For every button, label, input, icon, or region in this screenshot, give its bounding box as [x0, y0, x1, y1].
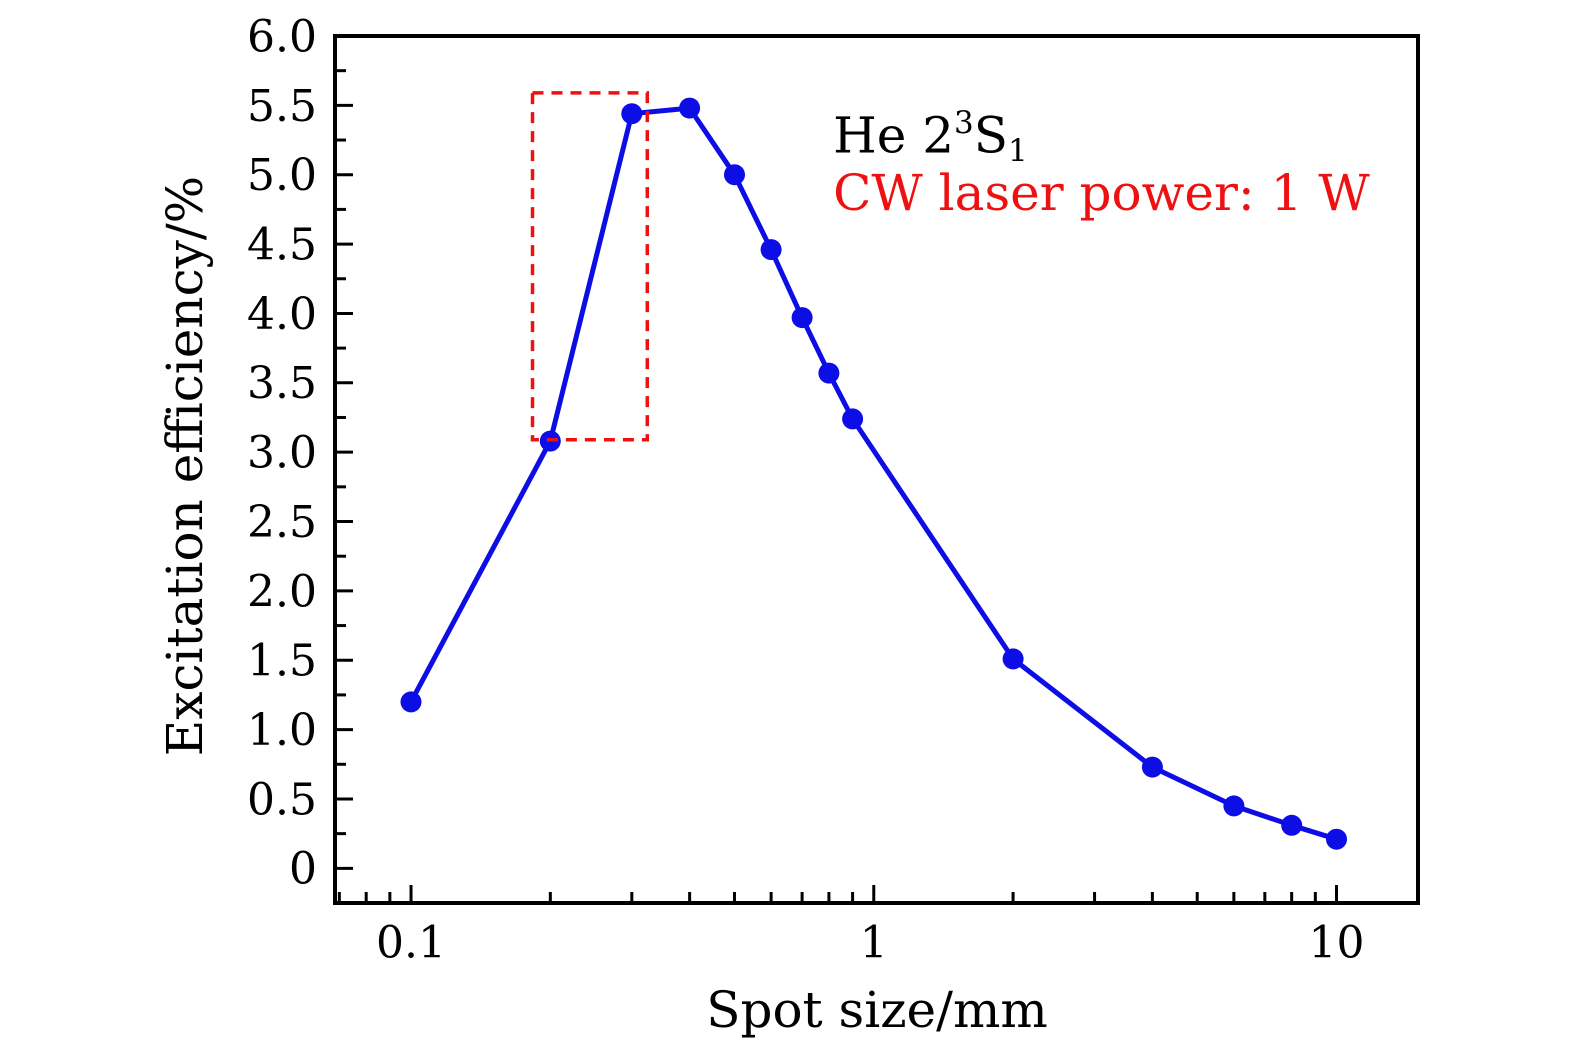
- highlight-rect: [530, 91, 650, 442]
- y-tick-label: 2.0: [247, 566, 317, 617]
- y-tick-label: 3.0: [247, 428, 317, 479]
- data-point: [1141, 756, 1163, 778]
- annotation-he-state-text: He 2: [833, 106, 955, 165]
- data-point: [1326, 828, 1347, 850]
- y-tick-label: 4.5: [247, 220, 317, 271]
- data-point: [1002, 648, 1024, 670]
- data-point: [679, 97, 701, 119]
- data-point: [760, 239, 782, 261]
- annotation-he-state-term: S: [973, 106, 1009, 165]
- data-point: [724, 164, 745, 186]
- annotation-he-state-subscript: 1: [1008, 133, 1028, 170]
- y-tick-label: 5.5: [247, 81, 317, 132]
- x-tick-label: 10: [1309, 917, 1365, 968]
- data-point: [818, 362, 840, 384]
- x-tick-label: 0.1: [376, 917, 446, 968]
- y-tick-label: 1.5: [247, 636, 317, 687]
- annotation-he-state: He 23S1: [833, 105, 1028, 169]
- y-tick-label: 0: [289, 844, 317, 895]
- y-tick-label: 4.0: [247, 289, 317, 340]
- data-point: [1223, 795, 1245, 817]
- y-axis-title: Excitation efficiency/%: [156, 175, 214, 757]
- data-point: [400, 691, 422, 713]
- data-point: [1281, 814, 1303, 836]
- annotation-he-state-superscript: 3: [954, 105, 974, 142]
- x-axis-title: Spot size/mm: [706, 981, 1048, 1039]
- plot-frame: [333, 34, 1420, 905]
- y-tick-label: 0.5: [247, 774, 317, 825]
- y-tick-label: 2.5: [247, 497, 317, 548]
- annotation-laser-power: CW laser power: 1 W: [833, 163, 1370, 222]
- y-tick-label: 3.5: [247, 358, 317, 409]
- data-point: [621, 103, 643, 125]
- data-point: [791, 307, 813, 329]
- y-tick-label: 5.0: [247, 150, 317, 201]
- data-point: [842, 408, 864, 430]
- y-tick-label: 1.0: [247, 705, 317, 756]
- x-tick-label: 1: [860, 917, 888, 968]
- y-tick-label: 6.0: [247, 11, 317, 62]
